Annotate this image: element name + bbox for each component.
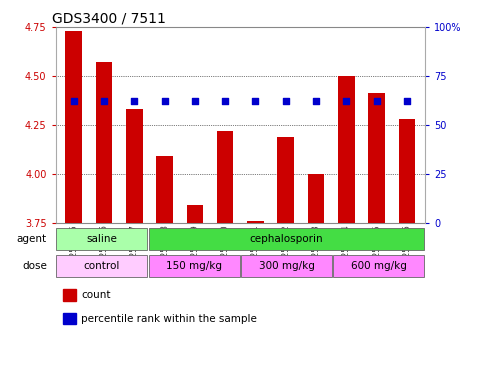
- Bar: [368, 93, 385, 223]
- Bar: [186, 205, 203, 223]
- Text: GDS3400 / 7511: GDS3400 / 7511: [52, 12, 166, 26]
- Bar: [56, 228, 147, 250]
- Text: percentile rank within the sample: percentile rank within the sample: [82, 314, 257, 324]
- Text: count: count: [82, 290, 111, 300]
- Text: 600 mg/kg: 600 mg/kg: [351, 261, 407, 271]
- Point: [312, 98, 320, 104]
- Bar: [338, 76, 355, 223]
- Bar: [277, 137, 294, 223]
- Text: control: control: [84, 261, 120, 271]
- Point: [282, 98, 290, 104]
- Bar: [63, 289, 76, 301]
- Point: [70, 98, 78, 104]
- Point: [191, 98, 199, 104]
- Bar: [65, 31, 82, 223]
- Text: 150 mg/kg: 150 mg/kg: [166, 261, 222, 271]
- Bar: [96, 62, 113, 223]
- Bar: [308, 174, 325, 223]
- Bar: [217, 131, 233, 223]
- Bar: [63, 313, 76, 324]
- Bar: [156, 156, 173, 223]
- Text: 300 mg/kg: 300 mg/kg: [258, 261, 314, 271]
- Point: [403, 98, 411, 104]
- Bar: [247, 221, 264, 223]
- Bar: [56, 255, 147, 277]
- Bar: [149, 255, 240, 277]
- Text: dose: dose: [22, 261, 47, 271]
- Bar: [149, 228, 425, 250]
- Bar: [398, 119, 415, 223]
- Bar: [333, 255, 425, 277]
- Point: [130, 98, 138, 104]
- Text: agent: agent: [17, 234, 47, 244]
- Point: [252, 98, 259, 104]
- Point: [373, 98, 381, 104]
- Point: [342, 98, 350, 104]
- Bar: [241, 255, 332, 277]
- Point: [221, 98, 229, 104]
- Point: [100, 98, 108, 104]
- Point: [161, 98, 169, 104]
- Bar: [126, 109, 142, 223]
- Text: saline: saline: [86, 234, 117, 244]
- Text: cephalosporin: cephalosporin: [250, 234, 323, 244]
